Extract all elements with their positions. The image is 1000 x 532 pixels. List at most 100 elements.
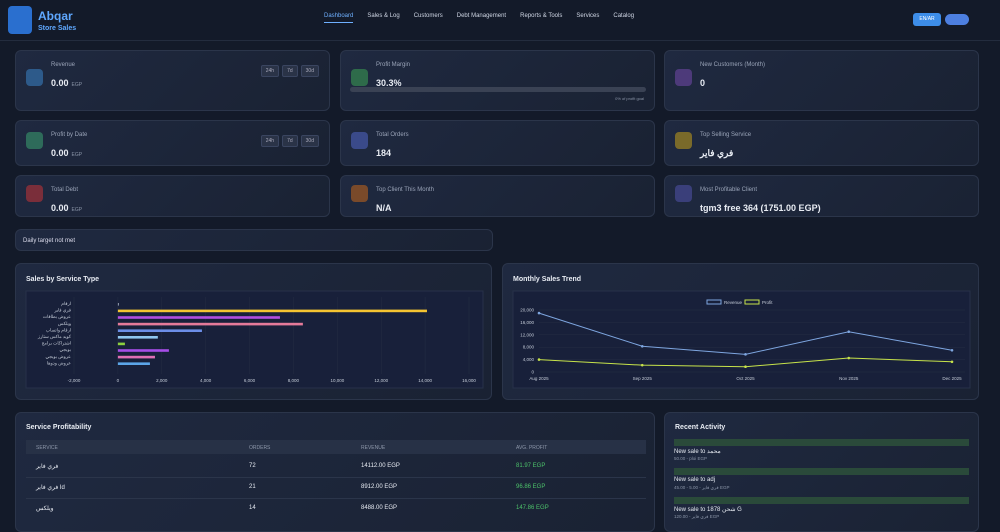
y-tick-label: ارقام واتساب <box>46 327 71 333</box>
card-label: Profit by Date <box>51 132 88 138</box>
point <box>537 311 541 315</box>
card-icon <box>26 69 43 86</box>
point <box>847 356 851 360</box>
bar <box>117 355 155 359</box>
row-divider <box>26 477 646 478</box>
legend-label: Revenue <box>724 300 743 305</box>
bar <box>117 303 119 306</box>
nav-link[interactable]: Dashboard <box>324 13 354 23</box>
range-button[interactable]: 30d <box>300 65 319 77</box>
activity-bar <box>674 468 969 475</box>
y-tick-label: 0 <box>531 370 534 375</box>
table-cell: 21 <box>249 484 256 490</box>
row-divider <box>26 498 646 499</box>
table-cell: 147.86 EGP <box>516 505 549 511</box>
stat-card: Total Orders 184 <box>340 120 655 166</box>
activity-detail: 50.00 - ploi EGP <box>674 456 708 461</box>
card-value: tgm3 free 364 (1751.00 EGP) <box>700 203 821 213</box>
table-cell: 8488.00 EGP <box>361 505 398 511</box>
bar <box>117 316 280 319</box>
card-value-row: 0 <box>700 73 705 91</box>
y-tick-label: 20,000 <box>520 308 534 313</box>
card-label: Revenue <box>51 62 76 68</box>
x-tick-label: 10,000 <box>330 378 344 383</box>
point <box>950 360 954 364</box>
card-icon <box>351 184 368 202</box>
stat-card: Top Client This Month N/A <box>340 175 655 217</box>
progress-note: 0% of profit goal <box>615 96 644 101</box>
card-value: 184 <box>376 148 392 158</box>
bar-chart: Sales by Service Type -2,000 0 2,000 4,000 6… <box>25 276 484 389</box>
legend-swatch <box>706 299 722 305</box>
card-label: Total Debt <box>51 187 79 193</box>
legend-label: Profit <box>762 300 773 305</box>
nav-link[interactable]: Customers <box>413 13 443 19</box>
y-tick-label: ارقام <box>61 301 71 307</box>
card-icon <box>675 184 692 202</box>
card-icon <box>675 69 692 86</box>
line-chart: Monthly Sales Trend 0 4,000 8,000 12,000 16,… <box>512 276 971 389</box>
activity-title: New sale to 1878 شحن G <box>674 507 742 513</box>
table-title: Service Profitability <box>26 424 92 431</box>
plot-area <box>512 290 971 389</box>
y-tick-label: عروض بوبجي <box>45 354 71 360</box>
card-icon <box>351 131 368 149</box>
card-value-row: 30.3% <box>376 73 402 91</box>
card-label: Top Selling Service <box>700 132 752 138</box>
range-button[interactable]: 7d <box>282 65 298 77</box>
activity-title: Recent Activity <box>675 424 726 431</box>
x-tick-label: 16,000 <box>462 378 476 383</box>
daily-target: Daily target not met <box>15 229 493 251</box>
table-cell: فري فاير <box>36 464 59 470</box>
nav-link[interactable]: Debt Management <box>456 13 507 19</box>
x-tick-label: 14,000 <box>418 378 432 383</box>
point <box>950 349 954 352</box>
x-tick-label: Oct 2025 <box>736 376 755 381</box>
x-tick-label: Aug 2025 <box>529 376 549 381</box>
card-icon <box>26 131 43 149</box>
range-button[interactable]: 30d <box>300 135 319 147</box>
activity-bar <box>674 439 969 446</box>
daily-target-text: Daily target not met <box>23 238 76 244</box>
nav-link[interactable]: Catalog <box>613 13 635 19</box>
card-unit: EGP <box>71 82 83 88</box>
y-tick-label: كويد ماكس ستارز <box>37 334 72 340</box>
y-tick-label: عروض ودوها <box>47 360 71 366</box>
nav-link[interactable]: Sales & Log <box>367 13 400 19</box>
y-tick-label: 12,000 <box>520 332 534 337</box>
top-nav: Abqar Store Sales Dashboard Sales & Log Cu… <box>0 0 1000 41</box>
progress-track <box>350 87 646 92</box>
nav-link[interactable]: Services <box>576 13 600 19</box>
card-value-row: 0.00 EGP <box>51 143 82 161</box>
lang-button[interactable]: EN/AR <box>913 13 941 26</box>
plot-area <box>25 290 484 389</box>
card-value: 0.00 <box>51 78 69 88</box>
table-header <box>26 440 646 454</box>
card-label: Top Client This Month <box>376 187 434 193</box>
range-button[interactable]: 24h <box>260 65 280 77</box>
bar-card: Sales by Service Type -2,000 0 2,000 4,000 6… <box>15 263 492 400</box>
x-tick-label: 2,000 <box>156 378 168 383</box>
card-unit: EGP <box>71 207 83 213</box>
x-tick-label: 8,000 <box>288 378 300 383</box>
table-header-cell: AVG. PROFIT <box>516 445 548 451</box>
activity-detail: 45.00 - فري فاير - 5.00 EGP <box>674 485 730 490</box>
legend-swatch <box>744 299 760 305</box>
activity-title: New sale to محمد <box>674 449 721 455</box>
nav-link[interactable]: Reports & Tools <box>520 13 563 19</box>
range-button[interactable]: 7d <box>282 135 298 147</box>
x-tick-label: 0 <box>117 378 120 383</box>
logo[interactable] <box>8 6 32 34</box>
card-icon <box>26 184 43 202</box>
range-button[interactable]: 24h <box>260 135 280 147</box>
activity-card: Recent Activity New sale to محمد 50.00 - … <box>664 412 979 532</box>
card-value: فري فاير <box>700 148 734 158</box>
point <box>640 363 644 367</box>
range-buttons: 24h 7d 30d <box>258 59 319 77</box>
card-value-row: 0.00 EGP <box>51 198 82 216</box>
table-card: Service Profitability SERVICE ORDERS REVEN… <box>15 412 655 532</box>
stat-card: Profit Margin 30.3% 0% of profit goal <box>340 50 655 111</box>
table-cell: 72 <box>249 463 256 469</box>
card-label: Most Profitable Client <box>700 187 758 193</box>
theme-toggle[interactable] <box>945 14 969 25</box>
